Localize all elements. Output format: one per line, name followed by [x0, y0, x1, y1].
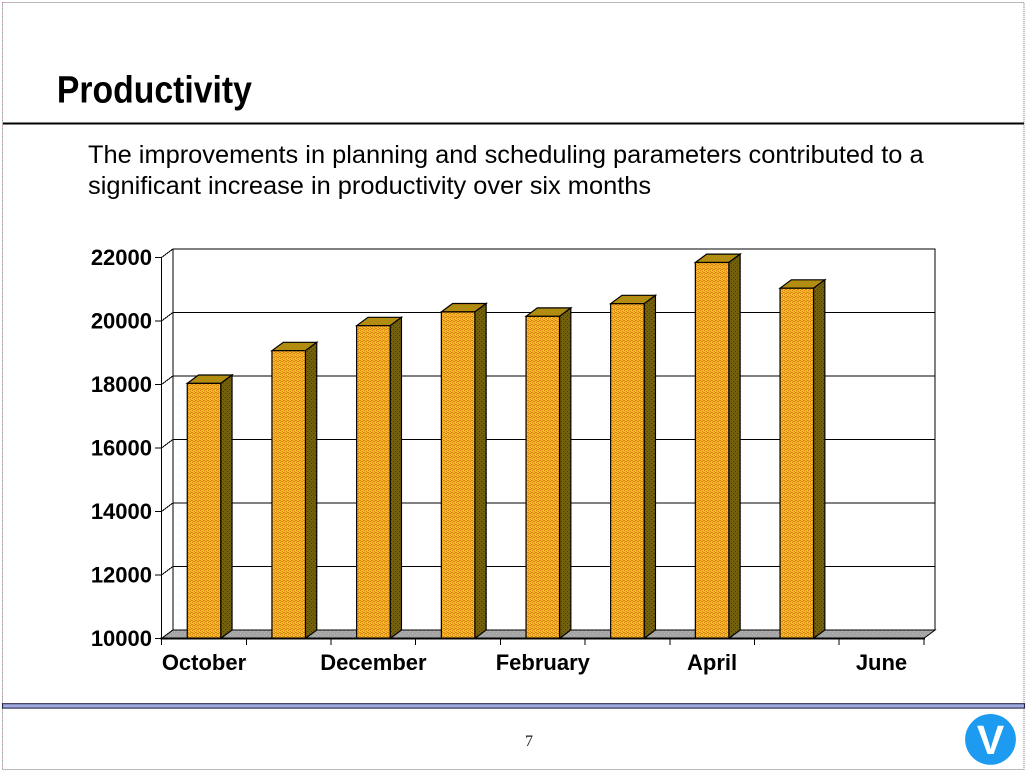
- svg-text:April: April: [687, 650, 737, 675]
- svg-text:June: June: [856, 650, 907, 675]
- svg-text:10000: 10000: [91, 626, 152, 651]
- svg-text:significant increase in produc: significant increase in productivity ove…: [88, 172, 651, 200]
- svg-text:December: December: [320, 650, 427, 675]
- svg-text:October: October: [162, 650, 247, 675]
- svg-text:February: February: [496, 650, 591, 675]
- svg-text:20000: 20000: [91, 308, 152, 333]
- svg-text:22000: 22000: [91, 245, 152, 270]
- svg-text:12000: 12000: [91, 562, 152, 587]
- svg-text:14000: 14000: [91, 499, 152, 524]
- svg-text:V: V: [977, 717, 1005, 763]
- svg-text:Productivity: Productivity: [57, 70, 252, 112]
- svg-text:16000: 16000: [91, 435, 152, 460]
- svg-text:The improvements in planning a: The improvements in planning and schedul…: [88, 141, 924, 169]
- svg-text:7: 7: [525, 733, 533, 750]
- svg-text:18000: 18000: [91, 372, 152, 397]
